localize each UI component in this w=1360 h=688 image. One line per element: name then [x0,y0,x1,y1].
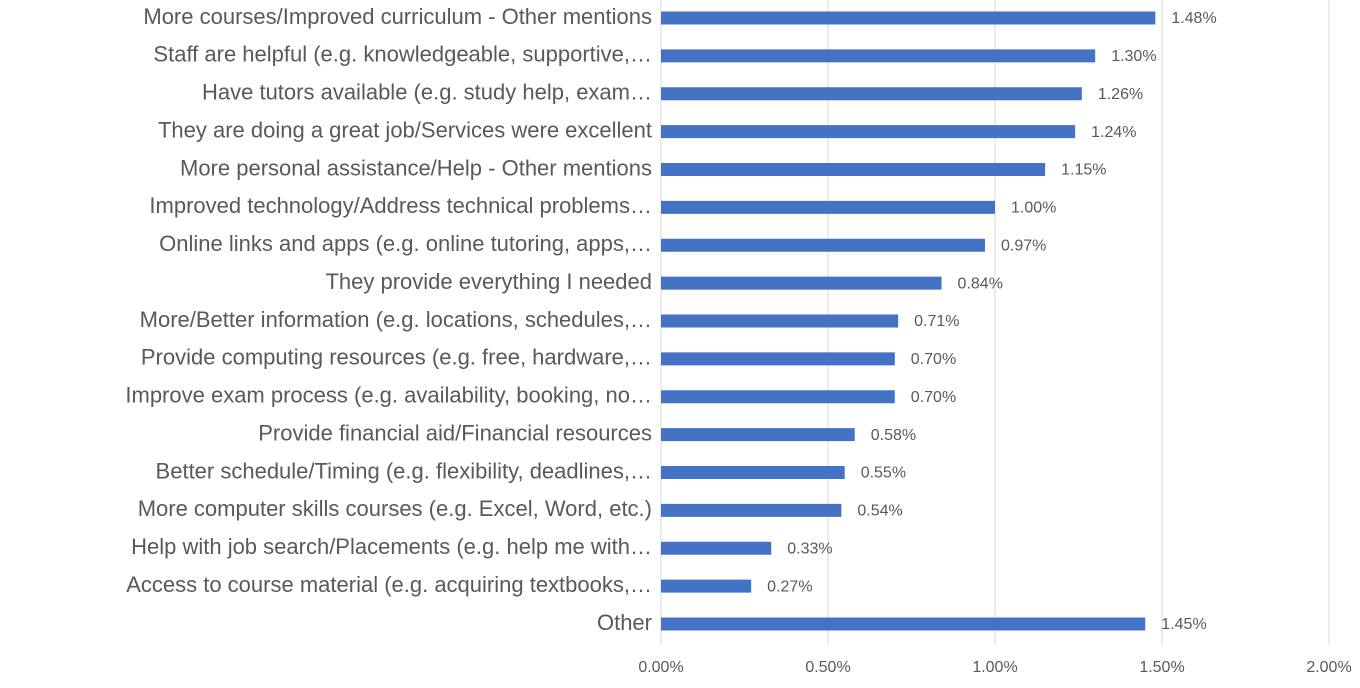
category-label: Provide computing resources (e.g. free, … [141,345,652,370]
value-label: 1.45% [1161,616,1206,633]
bar [661,352,895,366]
category-label: Access to course material (e.g. acquirin… [126,572,652,597]
bar [661,390,895,404]
category-label: Staff are helpful (e.g. knowledgeable, s… [153,42,652,67]
category-label: More computer skills courses (e.g. Excel… [138,496,652,521]
category-label: Improve exam process (e.g. availability,… [125,383,652,408]
value-label: 0.71% [914,313,959,330]
category-label: Online links and apps (e.g. online tutor… [159,231,652,256]
category-label: Better schedule/Timing (e.g. flexibility… [156,458,652,483]
bar [661,466,845,479]
value-label: 1.26% [1098,86,1143,103]
category-label: More personal assistance/Help - Other me… [180,155,652,180]
bar [661,428,855,442]
bar [661,276,942,290]
value-label: 0.84% [958,275,1003,292]
value-label: 0.97% [1001,237,1046,254]
bar [661,579,752,593]
value-label: 1.24% [1091,124,1136,141]
category-label: Other [597,610,652,635]
value-label: 1.30% [1111,48,1156,65]
bar [661,238,985,252]
category-label: More courses/Improved curriculum - Other… [143,4,652,29]
value-label: 0.70% [911,351,956,368]
bar [661,541,772,555]
category-label: Provide financial aid/Financial resource… [258,420,652,445]
value-label: 0.70% [911,389,956,406]
x-tick-label: 0.50% [805,659,850,676]
bar [661,503,842,517]
category-label: They are doing a great job/Services were… [158,117,652,142]
category-label: They provide everything I needed [325,269,652,294]
x-tick-label: 0.00% [638,659,683,676]
x-tick-label: 1.00% [972,659,1017,676]
value-label: 0.27% [767,578,812,595]
bar [661,314,899,328]
value-label: 1.15% [1061,162,1106,179]
bar [661,125,1076,139]
category-label: Have tutors available (e.g. study help, … [202,80,652,105]
value-label: 0.55% [861,465,906,482]
bar [661,49,1096,63]
bar [661,617,1146,631]
value-label: 1.48% [1171,10,1216,27]
category-label: Help with job search/Placements (e.g. he… [131,534,652,559]
x-tick-label: 2.00% [1306,659,1351,676]
bar [661,163,1046,176]
value-label: 0.54% [857,503,902,520]
value-label: 0.33% [787,540,832,557]
x-tick-label: 1.50% [1139,659,1184,676]
value-label: 1.00% [1011,200,1056,217]
category-label: Improved technology/Address technical pr… [149,193,652,218]
value-label: 0.58% [871,427,916,444]
category-label: More/Better information (e.g. locations,… [140,307,652,332]
bar [661,87,1082,101]
bar [661,11,1156,25]
bar [661,200,995,214]
